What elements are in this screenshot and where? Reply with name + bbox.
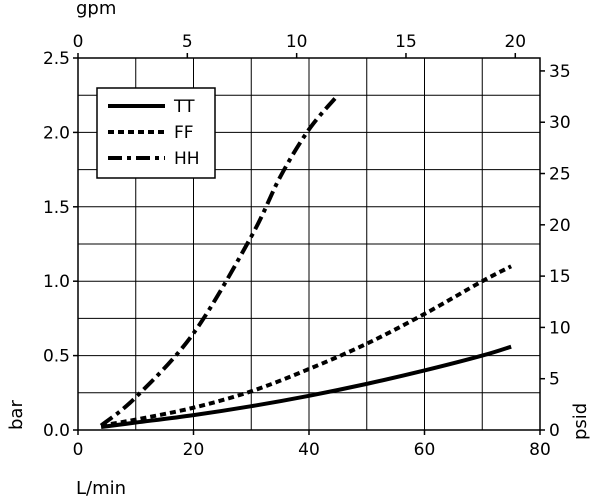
series-lines <box>99 93 513 430</box>
grid <box>77 57 541 431</box>
y2-tick-label: 20 <box>549 216 571 236</box>
x-tick-label: 60 <box>414 440 436 460</box>
y-tick-label: 0.0 <box>43 421 70 441</box>
y2-tick-label: 30 <box>549 113 571 133</box>
y2-tick-label: 35 <box>549 62 571 82</box>
y2-axis-label: psid <box>570 403 591 440</box>
y2-tick-label: 15 <box>549 267 571 287</box>
legend-label-tt: TT <box>173 97 195 117</box>
x2-axis-label: gpm <box>76 0 116 19</box>
x-tick-label: 80 <box>529 440 551 460</box>
series-line-tt <box>100 344 512 430</box>
legend-box <box>96 87 216 179</box>
x2-tick-label: 15 <box>395 32 417 52</box>
x2-tick-label: 20 <box>504 32 526 52</box>
y2-tick-label: 5 <box>549 370 560 390</box>
x2-tick-label: 0 <box>73 32 84 52</box>
legend-label-ff: FF <box>174 123 194 143</box>
y-tick-label: 2.5 <box>43 49 70 69</box>
y2-tick-label: 10 <box>549 318 571 338</box>
x2-tick-label: 5 <box>182 32 193 52</box>
series-line-ff <box>100 264 513 428</box>
y-tick-label: 0.5 <box>43 347 70 367</box>
y2-tick-label: 25 <box>549 165 571 185</box>
y-tick-label: 1.0 <box>43 272 70 292</box>
legend-label-hh: HH <box>174 149 200 169</box>
x-tick-label: 40 <box>298 440 320 460</box>
legend: TT FF HH <box>96 87 216 179</box>
y2-tick-label: 0 <box>549 421 560 441</box>
y-tick-label: 1.5 <box>43 198 70 218</box>
series-line-hh <box>99 93 340 428</box>
tick-labels: 0 20 40 60 800 5 10 15 200.00.51.01.52.02.505101… <box>43 32 571 460</box>
y-tick-label: 2.0 <box>43 123 70 143</box>
x-tick-label: 20 <box>183 440 205 460</box>
x-axis-label: L/min <box>76 478 126 497</box>
x2-tick-label: 10 <box>286 32 308 52</box>
x-tick-label: 0 <box>73 440 84 460</box>
y-axis-label: bar <box>6 400 27 430</box>
